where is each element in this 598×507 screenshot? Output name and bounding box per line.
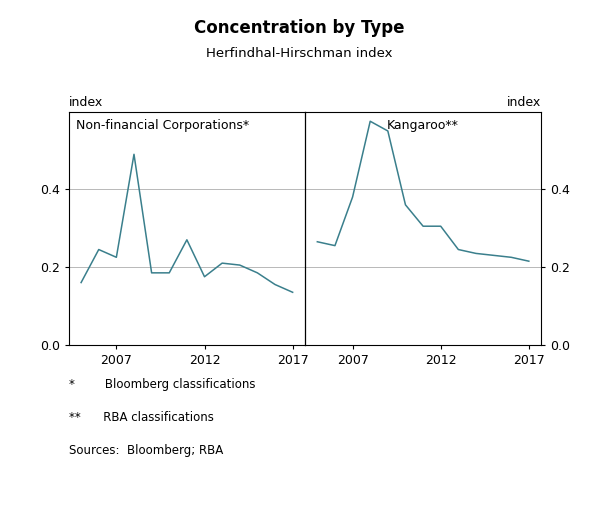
Text: index: index (507, 96, 541, 109)
Text: Concentration by Type: Concentration by Type (194, 19, 404, 37)
Text: Non-financial Corporations*: Non-financial Corporations* (76, 119, 249, 131)
Text: index: index (69, 96, 103, 109)
Text: Herfindhal-Hirschman index: Herfindhal-Hirschman index (206, 47, 392, 60)
Text: Kangaroo**: Kangaroo** (387, 119, 459, 131)
Text: *        Bloomberg classifications: * Bloomberg classifications (69, 378, 255, 391)
Text: Sources:  Bloomberg; RBA: Sources: Bloomberg; RBA (69, 444, 223, 457)
Text: **      RBA classifications: ** RBA classifications (69, 411, 213, 424)
